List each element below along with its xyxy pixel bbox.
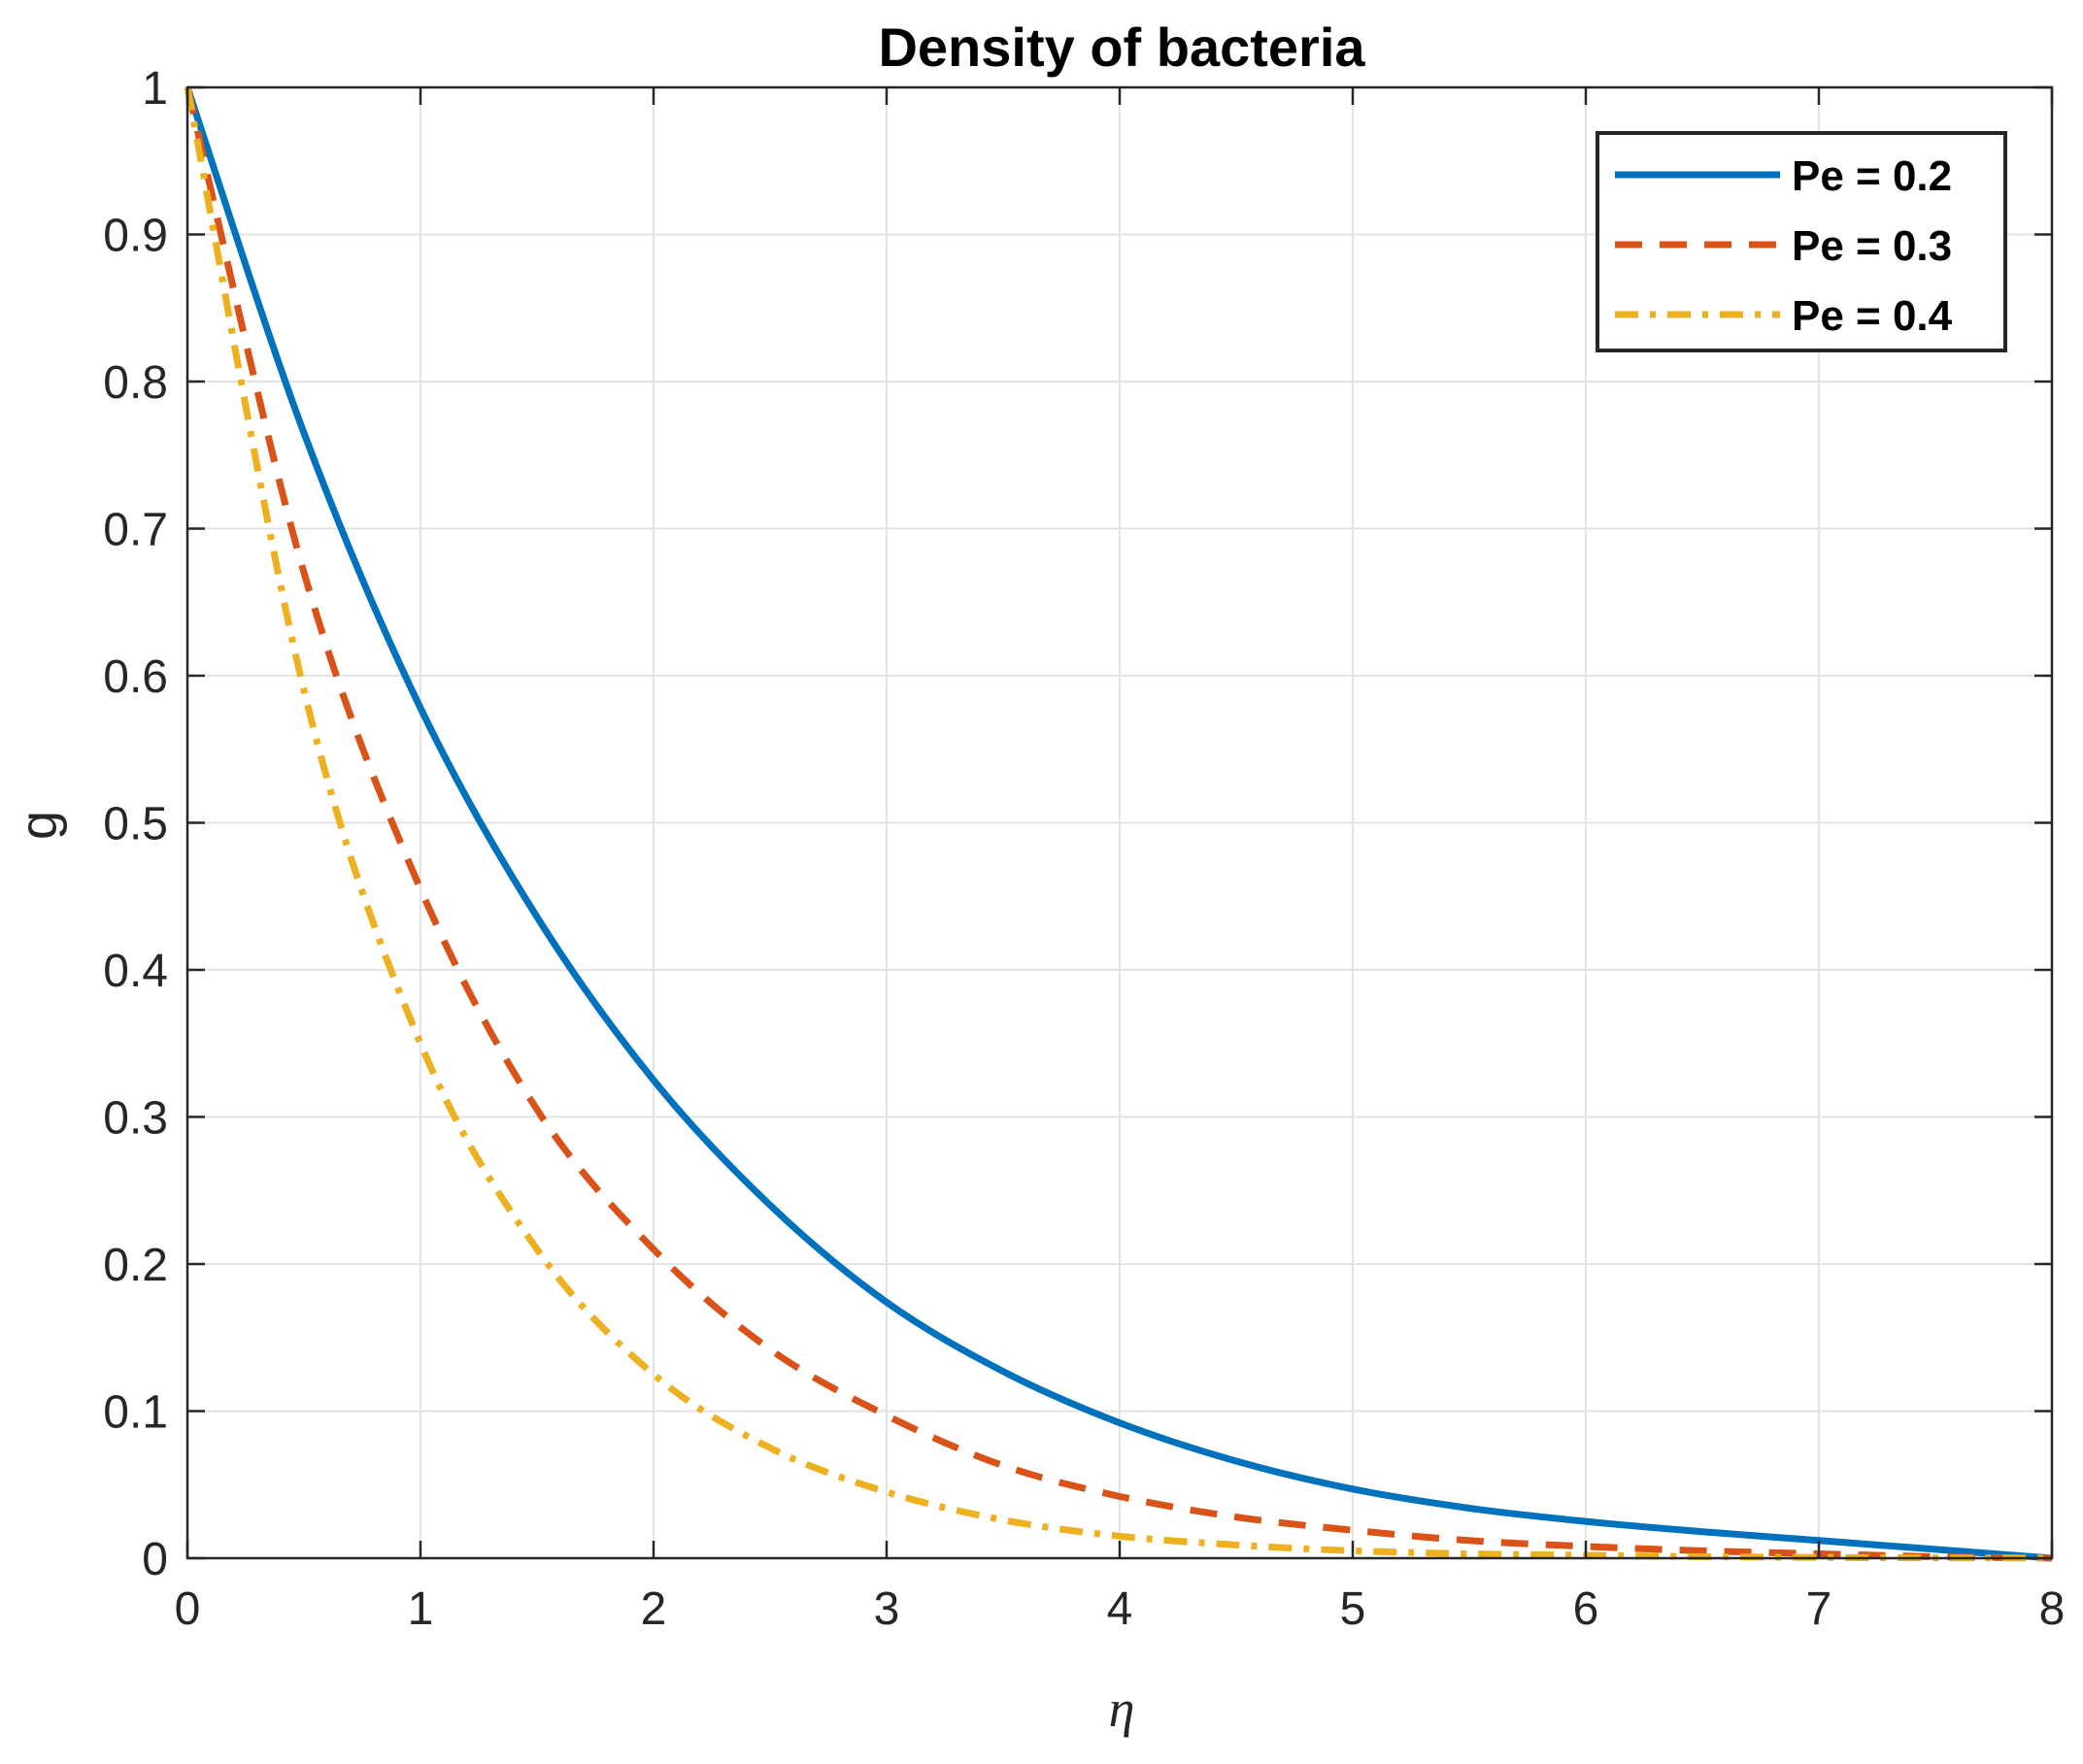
x-tick-label: 8 <box>2039 1583 2066 1635</box>
x-tick-label: 4 <box>1107 1583 1133 1635</box>
x-tick-label: 2 <box>641 1583 667 1635</box>
legend-label: Pe = 0.2 <box>1792 152 1952 200</box>
tick-labels: 0 1 2 3 4 5 6 7 8 0 0.1 0.2 0.3 0.4 0.5 0.6 0.7 0.8 0.9 1 <box>103 63 2065 1635</box>
axes <box>185 85 2054 1560</box>
x-tick-label: 5 <box>1340 1583 1366 1635</box>
y-tick-label: 1 <box>142 63 168 115</box>
y-tick-label: 0 <box>142 1534 168 1585</box>
y-tick-label: 0.1 <box>103 1387 168 1439</box>
series-line-1 <box>184 85 2053 1562</box>
series-line-2 <box>184 86 2053 1562</box>
x-axis-label: η <box>1109 1680 1135 1738</box>
x-tick-label: 3 <box>874 1583 900 1635</box>
x-tick-label: 0 <box>175 1583 201 1635</box>
x-tick-label: 6 <box>1573 1583 1599 1635</box>
y-tick-label: 0.5 <box>103 799 168 850</box>
chart-title: Density of bacteria <box>878 17 1365 78</box>
y-tick-label: 0.4 <box>103 946 168 997</box>
y-tick-label: 0.9 <box>103 211 168 262</box>
y-tick-label: 0.3 <box>103 1093 168 1145</box>
y-axis-label: g <box>10 811 68 840</box>
x-tick-label: 1 <box>408 1583 434 1635</box>
y-tick-label: 0.6 <box>103 651 168 703</box>
y-tick-label: 0.7 <box>103 505 168 556</box>
series-line-3 <box>184 86 2053 1562</box>
legend-label: Pe = 0.4 <box>1792 292 1953 340</box>
legend: Pe = 0.2 Pe = 0.3 Pe = 0.4 <box>1596 131 2007 352</box>
grid-lines <box>187 87 2052 1558</box>
y-tick-label: 0.2 <box>103 1240 168 1291</box>
legend-label: Pe = 0.3 <box>1792 222 1952 270</box>
x-tick-label: 7 <box>1806 1583 1832 1635</box>
series-lines <box>184 85 2053 1562</box>
y-tick-label: 0.8 <box>103 357 168 409</box>
